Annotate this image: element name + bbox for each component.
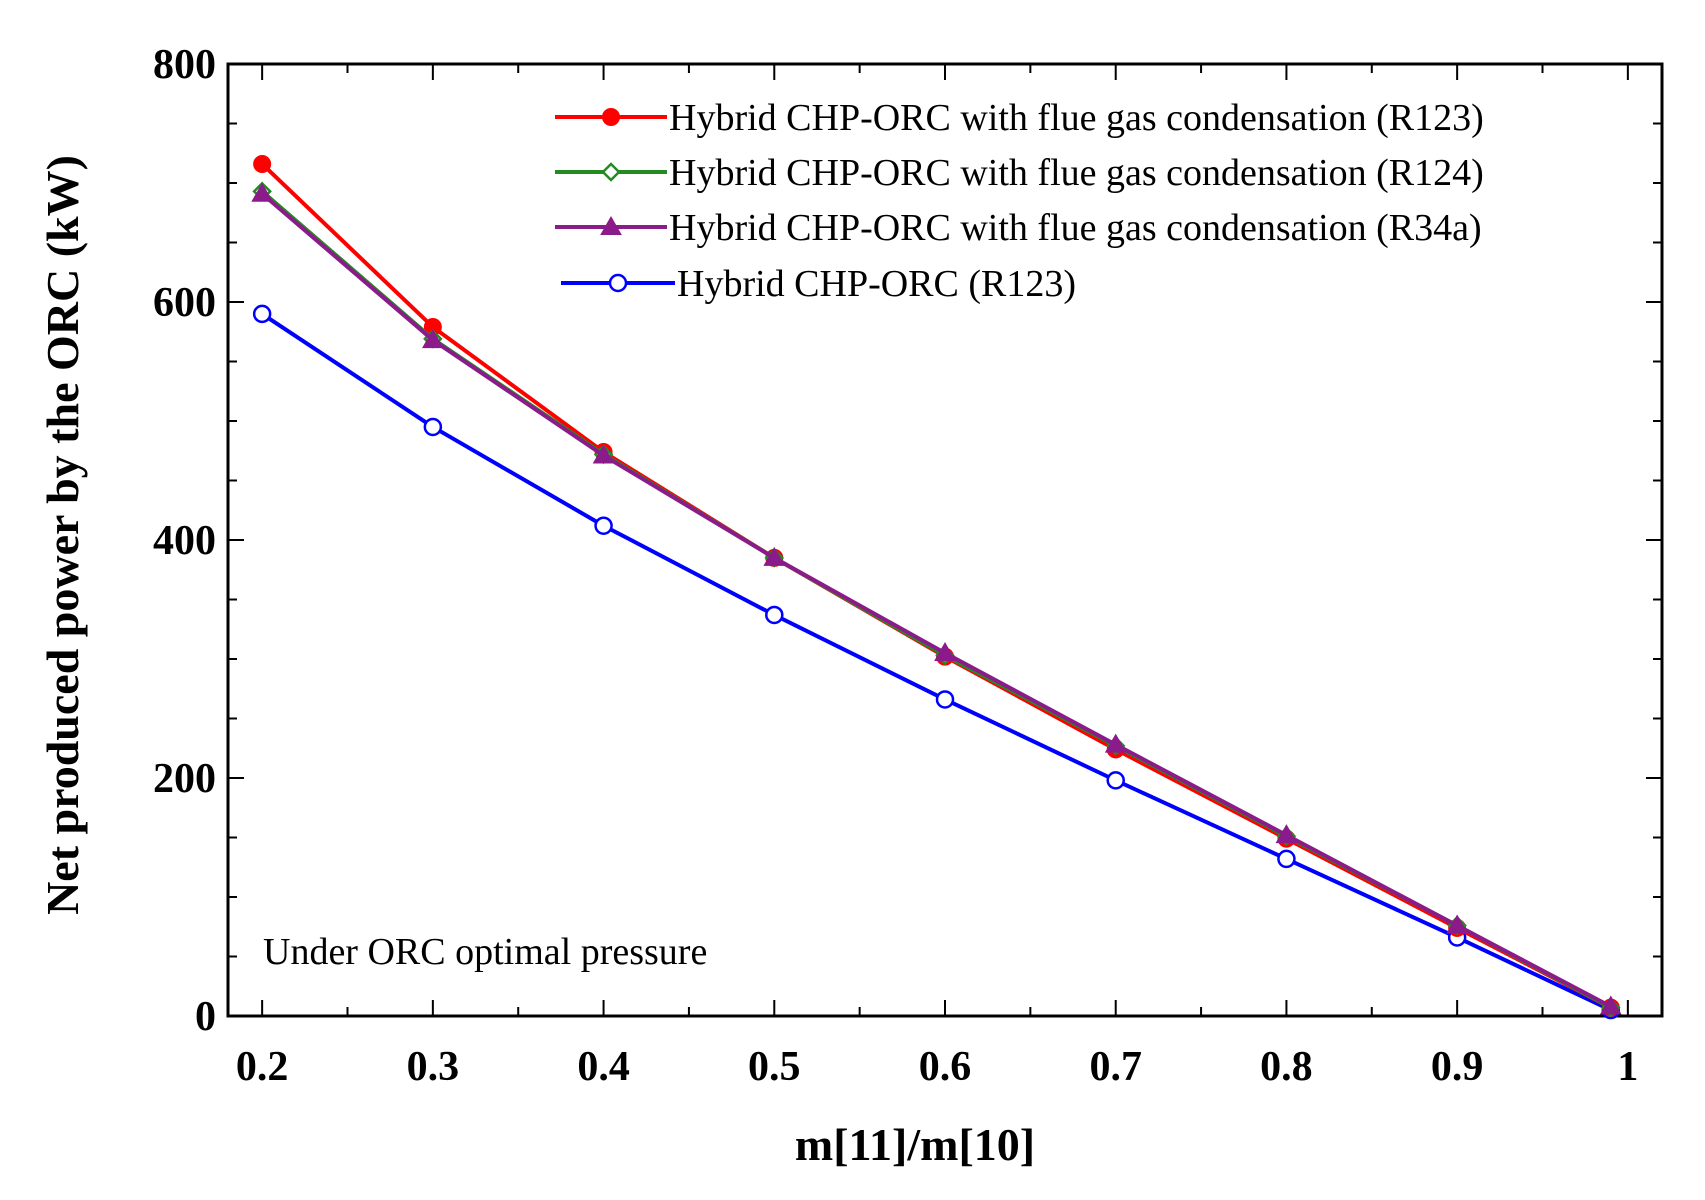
legend: Hybrid CHP-ORC with flue gas condensatio… (555, 97, 1484, 305)
legend-marker (601, 162, 621, 182)
data-point (1446, 914, 1469, 934)
y-tick-label: 600 (153, 280, 216, 326)
x-tick-label: 0.8 (1260, 1044, 1313, 1090)
legend-marker (600, 215, 622, 235)
x-tick-label: 0.9 (1431, 1044, 1484, 1090)
x-tick-label: 1 (1617, 1044, 1638, 1090)
legend-marker (608, 273, 628, 293)
x-tick-label: 0.4 (577, 1044, 630, 1090)
y-tick-label: 200 (153, 756, 216, 802)
legend-label: Hybrid CHP-ORC with flue gas condensatio… (669, 207, 1482, 249)
data-point (1599, 995, 1622, 1015)
data-point (1277, 849, 1296, 869)
series-3 (251, 182, 1622, 1015)
x-tick-label: 0.6 (919, 1044, 972, 1090)
y-tick-label: 0 (195, 994, 216, 1040)
data-point (252, 304, 272, 324)
data-point (1104, 733, 1127, 753)
series-line (260, 192, 1612, 1009)
legend-marker (602, 108, 620, 126)
y-tick-label: 400 (153, 518, 216, 564)
x-tick-label: 0.7 (1089, 1044, 1142, 1090)
data-point (763, 546, 786, 566)
y-tick-label: 800 (153, 42, 216, 88)
legend-label: Hybrid CHP-ORC with flue gas condensatio… (669, 152, 1484, 194)
legend-label: Hybrid CHP-ORC (R123) (677, 263, 1076, 305)
data-point (253, 154, 272, 173)
series-line (260, 189, 1612, 1010)
y-axis-title: Net produced power by the ORC (kW) (37, 155, 88, 915)
data-point (251, 182, 274, 202)
y-tick-labels: 0 200 400 600 800 (153, 42, 216, 1040)
data-point (765, 605, 784, 625)
x-axis-title: m[11]/m[10] (795, 1119, 1035, 1170)
data-point (1106, 771, 1125, 790)
series-4 (252, 304, 1621, 1020)
plot-area-frame (226, 62, 1664, 1018)
x-tick-labels: 0.2 0.3 0.4 0.5 0.6 0.7 0.8 0.9 1 (236, 1044, 1638, 1090)
x-tick-label: 0.3 (407, 1044, 460, 1090)
annotation-text: Under ORC optimal pressure (263, 931, 707, 973)
data-point (423, 417, 443, 437)
series-layer (251, 154, 1622, 1020)
data-point (1275, 824, 1298, 844)
series-line (261, 312, 1612, 1012)
x-tick-label: 0.2 (236, 1044, 289, 1090)
data-point (935, 690, 955, 709)
data-point (592, 444, 615, 464)
data-point (421, 329, 444, 349)
series-2 (252, 181, 1621, 1018)
legend-label: Hybrid CHP-ORC with flue gas condensatio… (669, 97, 1484, 139)
data-point (594, 516, 613, 535)
x-tick-label: 0.5 (748, 1044, 801, 1090)
data-point (934, 642, 956, 662)
